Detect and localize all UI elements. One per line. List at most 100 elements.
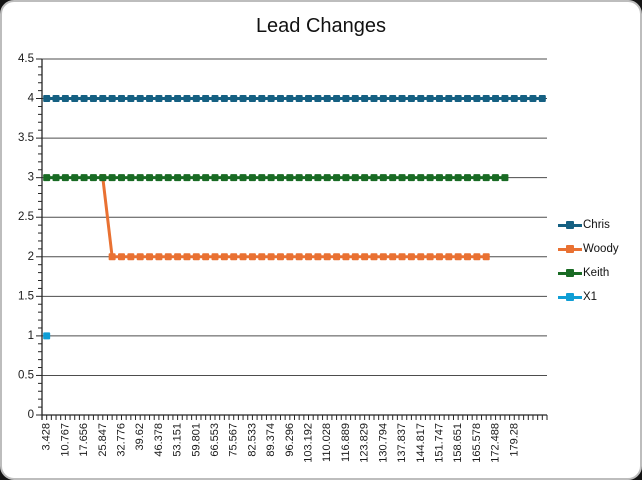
series-x1 (43, 332, 51, 340)
data-point-marker (370, 174, 378, 182)
x-axis-labels: 3.428 10.767 17.656 25.847 32.776 39.62 46.378… (41, 423, 521, 463)
data-point-marker (61, 174, 69, 182)
data-point-marker (333, 95, 341, 103)
series-keith (43, 174, 509, 182)
data-point-marker (276, 95, 284, 103)
data-point-marker (117, 174, 125, 182)
data-point-marker (258, 253, 266, 261)
legend-key-line (558, 269, 582, 277)
data-point-marker (127, 253, 135, 261)
data-point-marker (398, 95, 406, 103)
data-point-marker (220, 174, 228, 182)
y-axis-label: 0 (28, 409, 34, 421)
x-axis-label: 82.533 (246, 423, 258, 457)
x-axis-label: 130.794 (377, 423, 389, 463)
data-point-marker (389, 174, 397, 182)
x-axis-label: 165.578 (471, 423, 483, 463)
data-point-marker (445, 95, 453, 103)
data-point-marker (211, 174, 219, 182)
data-point-marker (314, 95, 322, 103)
data-point-marker (464, 253, 472, 261)
data-point-marker (417, 253, 425, 261)
data-point-marker (164, 253, 172, 261)
data-point-marker (389, 95, 397, 103)
data-point-marker (174, 174, 182, 182)
legend-label: Chris (583, 219, 610, 231)
legend-label: Woody (583, 243, 619, 255)
data-point-marker (108, 95, 116, 103)
y-axis-label: 1 (28, 330, 34, 342)
data-point-marker (230, 174, 238, 182)
x-axis-label: 53.151 (172, 423, 184, 457)
data-point-marker (361, 95, 369, 103)
data-point-marker (379, 95, 387, 103)
data-point-marker (99, 174, 107, 182)
data-point-marker (510, 95, 518, 103)
data-point-marker (323, 174, 331, 182)
y-axis-label: 4.5 (18, 53, 34, 65)
data-point-marker (71, 95, 79, 103)
data-point-marker (501, 174, 509, 182)
data-point-marker (305, 174, 313, 182)
data-point-marker (492, 95, 500, 103)
data-point-marker (473, 174, 481, 182)
data-point-marker (445, 174, 453, 182)
x-axis-label: 89.374 (265, 423, 277, 457)
data-point-marker (305, 253, 313, 261)
data-point-marker (445, 253, 453, 261)
x-axis-label: 158.651 (452, 423, 464, 463)
data-point-marker (89, 174, 97, 182)
data-point-marker (333, 253, 341, 261)
data-point-marker (342, 174, 350, 182)
data-point-marker (267, 174, 275, 182)
data-point-marker (361, 253, 369, 261)
data-point-marker (117, 95, 125, 103)
x-axis-label: 10.767 (59, 423, 71, 457)
data-point-marker (164, 95, 172, 103)
data-point-marker (43, 332, 51, 340)
data-point-marker (464, 174, 472, 182)
x-axis-label: 144.817 (415, 423, 427, 463)
data-point-marker (267, 253, 275, 261)
data-point-marker (361, 174, 369, 182)
data-point-marker (89, 95, 97, 103)
legend-key-marker (566, 245, 574, 253)
data-point-marker (248, 253, 256, 261)
data-point-marker (407, 253, 415, 261)
data-point-marker (454, 253, 462, 261)
data-point-marker (108, 253, 116, 261)
data-point-marker (211, 253, 219, 261)
legend-key-line (558, 245, 582, 253)
data-point-marker (454, 174, 462, 182)
data-point-marker (155, 95, 163, 103)
data-point-marker (146, 174, 154, 182)
y-axis-label: 2 (28, 251, 34, 263)
data-point-marker (305, 95, 313, 103)
data-point-marker (183, 253, 191, 261)
legend-item-x1: X1 (558, 290, 640, 304)
data-point-marker (286, 253, 294, 261)
data-point-marker (52, 95, 60, 103)
data-point-marker (164, 174, 172, 182)
data-point-marker (426, 95, 434, 103)
data-point-marker (239, 174, 247, 182)
data-point-marker (464, 95, 472, 103)
data-point-marker (52, 174, 60, 182)
x-axis-label: 59.801 (190, 423, 202, 457)
data-point-marker (435, 253, 443, 261)
x-axis-label: 17.656 (78, 423, 90, 457)
legend-item-woody: Woody (558, 242, 640, 256)
data-point-marker (389, 253, 397, 261)
data-point-marker (108, 174, 116, 182)
y-axis-label: 3.5 (18, 132, 34, 144)
data-point-marker (230, 95, 238, 103)
data-point-marker (136, 174, 144, 182)
data-point-marker (426, 174, 434, 182)
data-point-marker (323, 253, 331, 261)
data-point-marker (501, 95, 509, 103)
x-axis-label: 25.847 (97, 423, 109, 457)
x-axis-label: 137.837 (396, 423, 408, 463)
data-point-marker (492, 174, 500, 182)
data-point-marker (183, 174, 191, 182)
